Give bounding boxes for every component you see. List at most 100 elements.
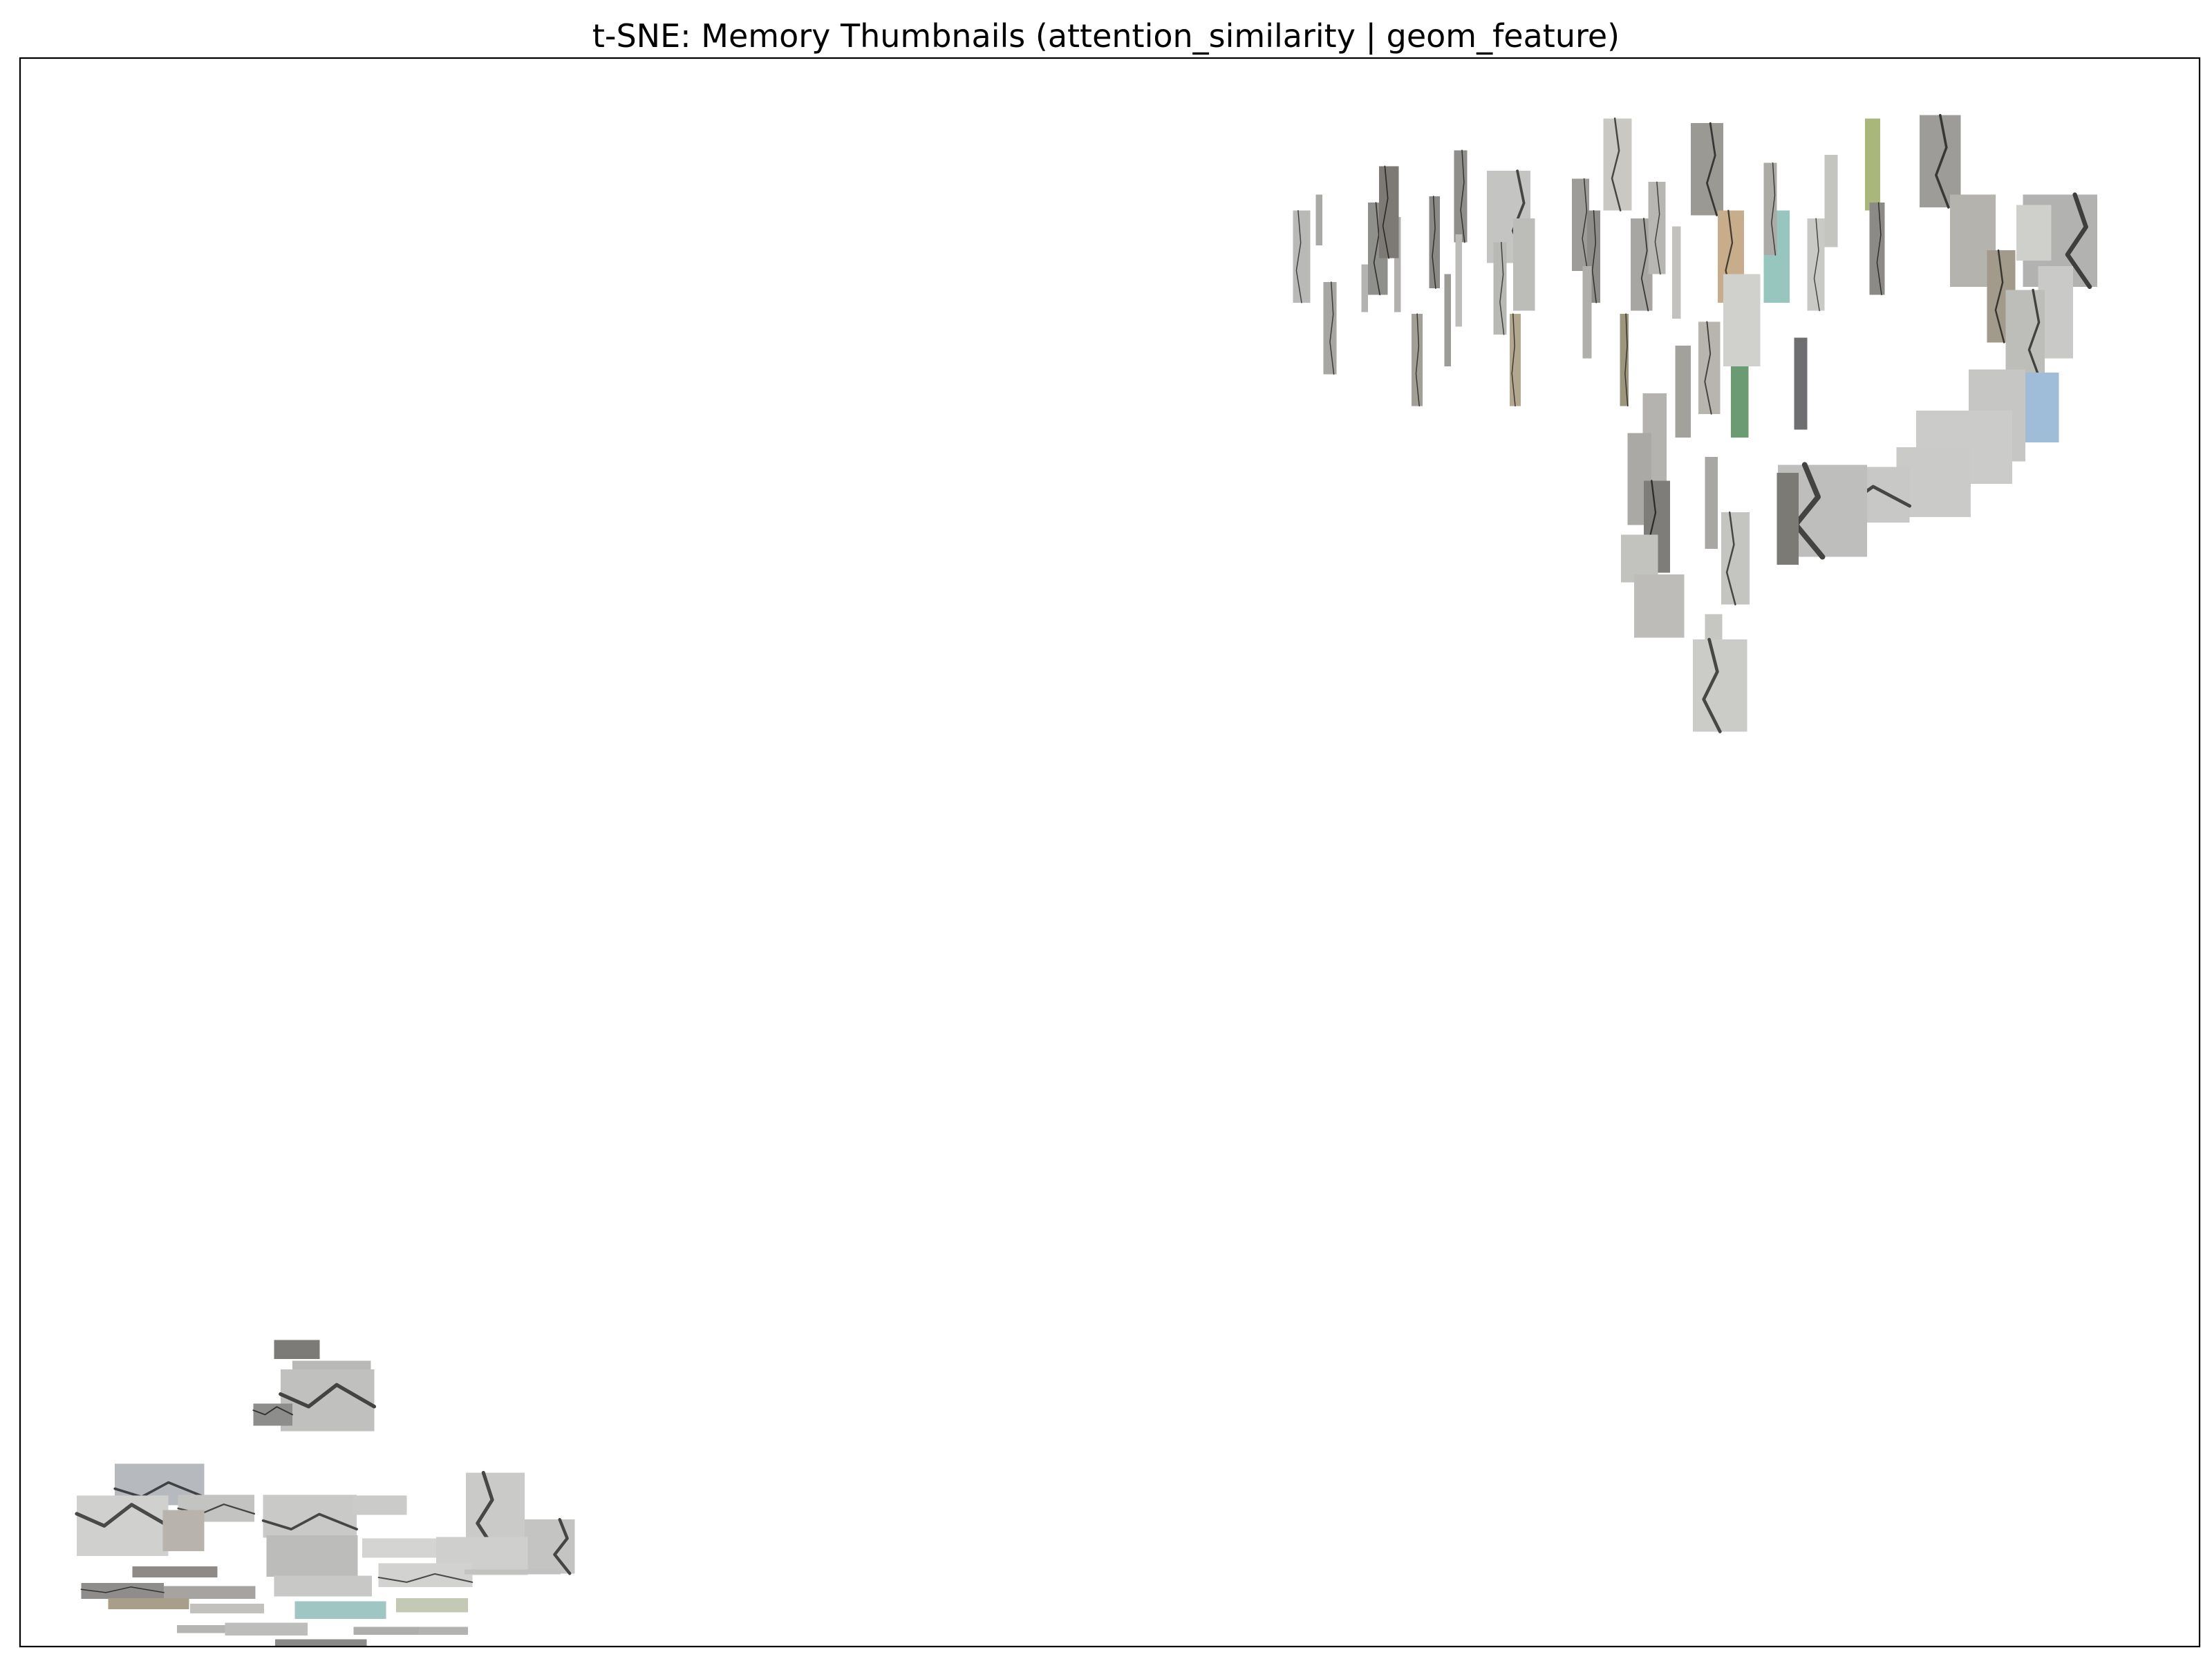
thumbnail-image — [81, 1583, 165, 1600]
thumbnail-point — [2022, 373, 2059, 443]
thumbnail-point — [1603, 118, 1632, 212]
thumbnail-image — [1378, 166, 1399, 259]
thumbnail-point — [1648, 181, 1666, 275]
thumbnail-point — [162, 1510, 205, 1552]
thumbnail-image — [1510, 314, 1521, 406]
thumbnail-point — [1510, 313, 1521, 407]
thumbnail-image — [1455, 234, 1462, 327]
thumbnail-point — [1721, 511, 1750, 606]
axes-frame — [19, 57, 2201, 1648]
thumbnail-image — [1865, 118, 1881, 211]
thumbnail-point — [1323, 281, 1337, 375]
thumbnail-point — [352, 1495, 407, 1515]
thumbnail-image — [1293, 210, 1311, 303]
thumbnail-image — [77, 1495, 169, 1556]
crack-line — [553, 1518, 572, 1575]
thumbnail-image — [1582, 266, 1592, 359]
crack-line — [75, 1503, 170, 1528]
crack-line — [1611, 118, 1622, 212]
thumbnail-image — [1315, 194, 1322, 246]
crack-line — [1511, 313, 1516, 407]
thumbnail-point — [279, 1369, 377, 1432]
thumbnail-point — [1620, 313, 1629, 407]
crack-line — [1582, 178, 1588, 272]
thumbnail-point — [1293, 209, 1311, 303]
thumbnail-point — [1633, 574, 1685, 638]
crack-line — [1624, 313, 1629, 407]
thumbnail-image — [1571, 178, 1590, 271]
thumbnail-image — [1721, 512, 1750, 605]
thumbnail-point — [1512, 218, 1535, 311]
crack-line — [1702, 637, 1722, 733]
thumbnail-point — [362, 1538, 450, 1558]
thumbnail-point — [1429, 196, 1441, 289]
thumbnail-point — [1412, 313, 1423, 407]
thumbnail-image — [1705, 456, 1718, 550]
thumbnail-point — [1723, 274, 1761, 366]
thumbnail-point — [1455, 234, 1462, 327]
thumbnail-image — [1675, 345, 1691, 438]
thumbnail-point — [2016, 205, 2052, 261]
thumbnail-point — [1698, 321, 1721, 415]
thumbnail-image — [263, 1494, 357, 1538]
thumbnail-point — [395, 1597, 468, 1613]
crack-line — [252, 1406, 294, 1416]
thumbnail-image — [1763, 162, 1777, 255]
crack-line — [1935, 113, 1950, 209]
crack-line — [1295, 209, 1302, 303]
thumbnail-image — [1323, 282, 1337, 375]
thumbnail-image — [1723, 274, 1761, 366]
thumbnail-image — [1361, 264, 1369, 312]
crack-line — [1640, 218, 1649, 312]
crack-line — [377, 1573, 474, 1583]
thumbnail-image — [524, 1519, 575, 1574]
thumbnail-image — [353, 1627, 419, 1635]
thumbnail-image — [274, 1639, 367, 1648]
crack-line — [2065, 192, 2092, 290]
thumbnail-point — [524, 1518, 575, 1575]
thumbnail-image — [1429, 196, 1441, 289]
thumbnail-point — [1763, 162, 1777, 256]
thumbnail-point — [80, 1583, 165, 1600]
thumbnail-point — [377, 1563, 474, 1587]
thumbnail-image — [1690, 123, 1724, 216]
thumbnail-point — [151, 1586, 256, 1600]
thumbnail-point — [1315, 194, 1322, 246]
thumbnail-point — [225, 1622, 308, 1635]
crack-line — [1725, 511, 1736, 606]
thumbnail-point — [1692, 637, 1747, 733]
thumbnail-point — [132, 1566, 218, 1578]
crack-line — [1329, 281, 1335, 375]
crack-line — [1432, 196, 1436, 289]
thumbnail-point — [252, 1403, 294, 1426]
thumbnail-image — [162, 1510, 205, 1552]
thumbnail-image — [1869, 203, 1885, 295]
crack-line — [1994, 249, 2005, 344]
thumbnail-image — [108, 1597, 189, 1609]
crack-line — [1771, 162, 1777, 256]
thumbnail-point — [108, 1597, 189, 1609]
thumbnail-image — [362, 1538, 450, 1558]
thumbnail-point — [1824, 155, 1838, 247]
crack-line — [1499, 241, 1505, 335]
thumbnail-point — [189, 1604, 265, 1613]
thumbnail-image — [352, 1495, 407, 1515]
thumbnail-image — [294, 1601, 386, 1619]
thumbnail-image — [378, 1563, 473, 1587]
thumbnail-image — [465, 1569, 561, 1575]
crack-line — [1415, 313, 1420, 407]
thumbnail-image — [266, 1535, 358, 1577]
thumbnail-point — [1454, 149, 1468, 243]
crack-line — [1813, 218, 1820, 312]
thumbnail-point — [1690, 122, 1724, 216]
thumbnail-image — [132, 1566, 218, 1578]
thumbnail-point — [177, 1625, 273, 1633]
crack-line — [1460, 149, 1465, 243]
thumbnail-image — [2005, 290, 2045, 382]
thumbnail-point — [1672, 226, 1681, 319]
thumbnail-image — [395, 1597, 468, 1613]
thumbnail-point — [1361, 264, 1369, 312]
crack-line — [476, 1470, 497, 1553]
thumbnail-image — [1454, 150, 1468, 243]
